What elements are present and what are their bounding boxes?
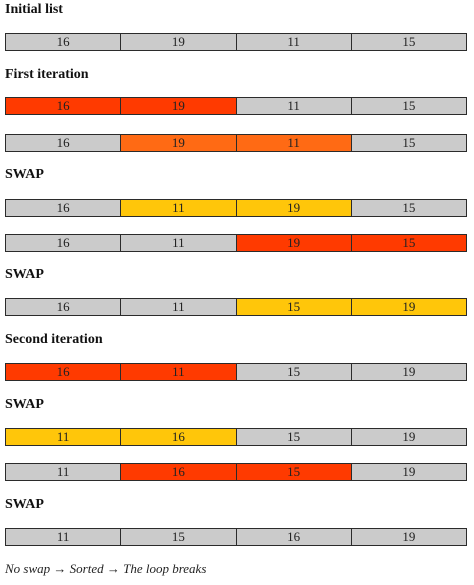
array-row: 11 15 16 19 [5, 528, 467, 546]
array-cell: 19 [350, 428, 467, 446]
array-cell: 19 [120, 33, 237, 51]
array-row: 16 19 11 15 [5, 33, 467, 51]
array-cell: 11 [235, 33, 352, 51]
array-cell: 11 [120, 298, 237, 316]
array-cell: 11 [120, 234, 237, 252]
array-cell: 19 [235, 234, 352, 252]
array-cell: 11 [5, 428, 122, 446]
array-cell: 15 [235, 298, 352, 316]
array-row: 11 16 15 19 [5, 463, 467, 481]
array-cell: 16 [5, 363, 122, 381]
array-cell: 15 [120, 528, 237, 546]
conclusion-note: No swap → Sorted → The loop breaks [5, 561, 207, 576]
step-heading: SWAP [5, 167, 44, 182]
array-cell: 16 [120, 428, 237, 446]
array-row: 16 11 19 15 [5, 199, 467, 217]
array-cell: 16 [120, 463, 237, 481]
step-heading: SWAP [5, 497, 44, 512]
array-cell: 15 [350, 134, 467, 152]
array-row: 11 16 15 19 [5, 428, 467, 446]
array-row: 16 19 11 15 [5, 134, 467, 152]
step-heading: SWAP [5, 267, 44, 282]
array-cell: 16 [235, 528, 352, 546]
array-cell: 19 [350, 463, 467, 481]
array-cell: 11 [235, 134, 352, 152]
array-cell: 16 [5, 234, 122, 252]
array-cell: 15 [235, 428, 352, 446]
array-cell: 19 [120, 134, 237, 152]
array-cell: 19 [120, 97, 237, 115]
array-cell: 16 [5, 97, 122, 115]
step-heading: SWAP [5, 397, 44, 412]
array-row: 16 11 15 19 [5, 363, 467, 381]
array-cell: 15 [350, 97, 467, 115]
array-cell: 16 [5, 33, 122, 51]
array-row: 16 19 11 15 [5, 97, 467, 115]
array-cell: 16 [5, 199, 122, 217]
array-cell: 19 [235, 199, 352, 217]
step-heading: First iteration [5, 67, 89, 82]
array-cell: 15 [350, 33, 467, 51]
array-cell: 15 [350, 199, 467, 217]
array-row: 16 11 19 15 [5, 234, 467, 252]
step-heading: Initial list [5, 2, 63, 17]
array-cell: 11 [120, 363, 237, 381]
array-cell: 15 [350, 234, 467, 252]
array-cell: 16 [5, 134, 122, 152]
array-row: 16 11 15 19 [5, 298, 467, 316]
array-cell: 11 [5, 528, 122, 546]
step-heading: Second iteration [5, 332, 103, 347]
array-cell: 19 [350, 528, 467, 546]
array-cell: 11 [235, 97, 352, 115]
array-cell: 11 [120, 199, 237, 217]
array-cell: 19 [350, 298, 467, 316]
array-cell: 15 [235, 463, 352, 481]
array-cell: 11 [5, 463, 122, 481]
array-cell: 16 [5, 298, 122, 316]
array-cell: 19 [350, 363, 467, 381]
array-cell: 15 [235, 363, 352, 381]
